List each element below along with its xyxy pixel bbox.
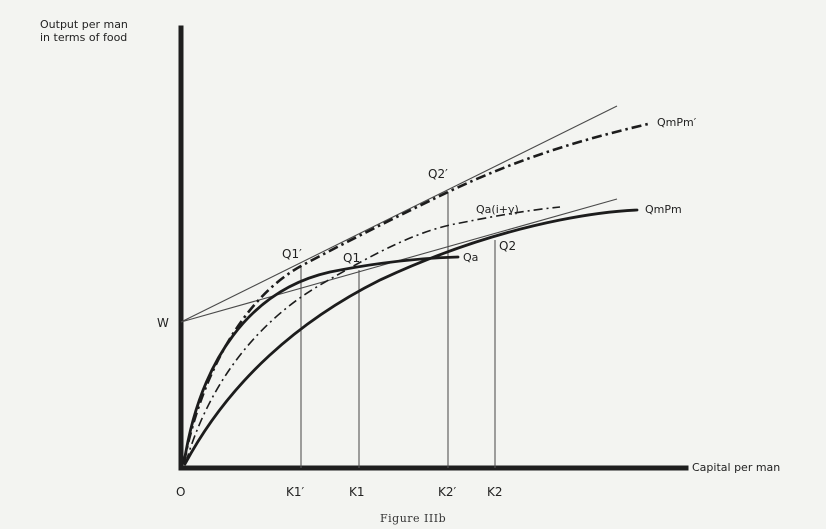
label-qmpm-prime: QmPm′	[657, 116, 697, 129]
point-q2-prime: Q2′	[428, 167, 448, 181]
point-q1-prime: Q1′	[282, 247, 302, 261]
label-qa: Qa	[463, 251, 478, 264]
point-q2: Q2	[499, 239, 516, 253]
qmpm-prime-curve	[182, 122, 649, 463]
tick-k1-prime: K1′	[286, 485, 305, 499]
upper-tangent-line	[180, 105, 618, 323]
point-q1: Q1	[343, 251, 360, 265]
w-label: W	[157, 316, 169, 330]
label-qmpm: QmPm	[645, 203, 682, 216]
qa-curve	[182, 255, 460, 465]
label-qa-i-gamma: Qa(i+γ)	[476, 203, 519, 216]
qa-i-gamma-curve	[185, 206, 561, 463]
qmpm-curve	[183, 208, 639, 466]
x-axis-label: Capital per man	[692, 461, 780, 474]
y-axis-label-line2: in terms of food	[40, 31, 127, 44]
tick-k2: K2	[487, 485, 503, 499]
origin-label: O	[176, 485, 185, 499]
y-axis-label-line1: Output per man	[40, 18, 128, 31]
tick-k2-prime: K2′	[438, 485, 457, 499]
tick-k1: K1	[349, 485, 365, 499]
figure-caption: Figure IIIb	[380, 512, 446, 525]
